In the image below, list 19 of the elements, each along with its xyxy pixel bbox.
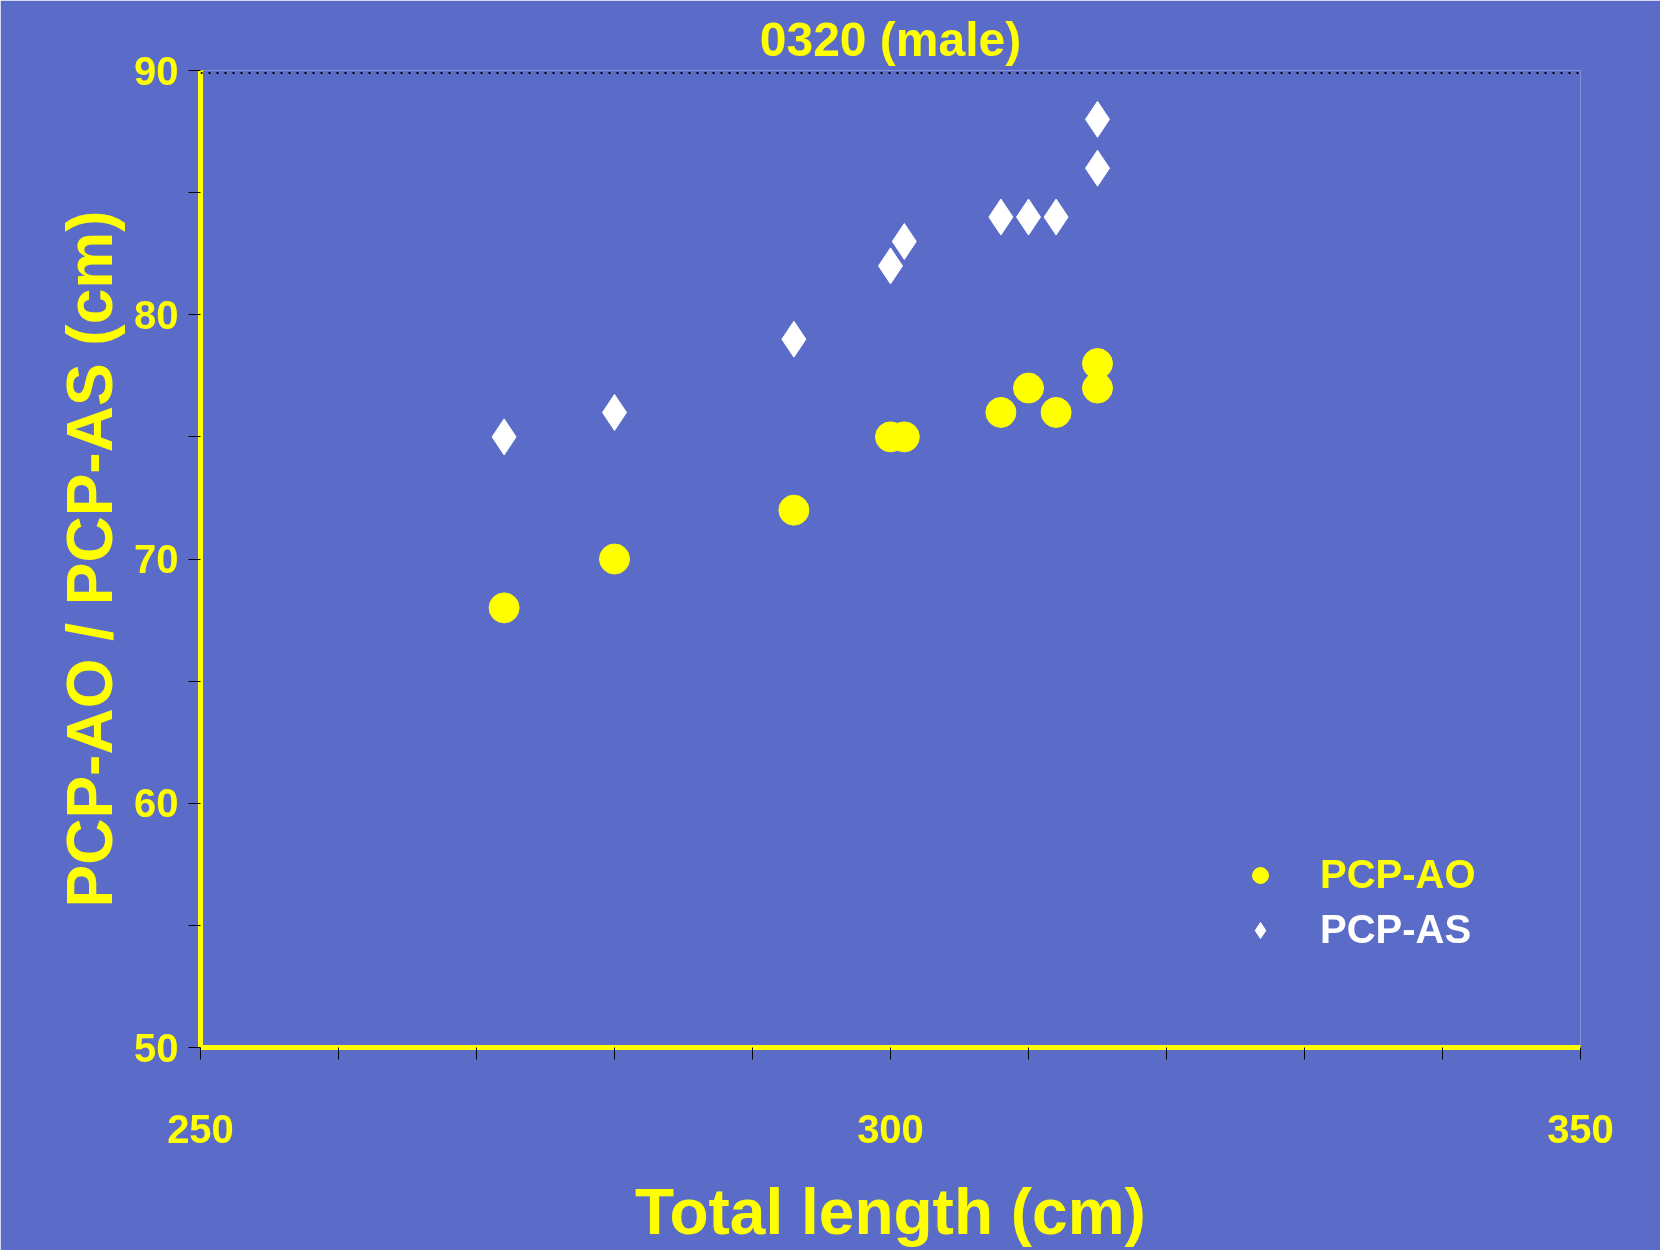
chart-title: 0320 (male)	[759, 12, 1022, 66]
x-axis-title: Total length (cm)	[635, 1175, 1146, 1248]
point	[985, 396, 1017, 428]
legend-label: PCP-AO	[1320, 852, 1476, 897]
y-tick-label: 90	[134, 48, 179, 93]
point	[1040, 396, 1072, 428]
point	[599, 543, 630, 575]
legend-label: PCP-AS	[1320, 907, 1472, 952]
x-tick-label: 300	[857, 1106, 924, 1151]
y-tick-label: 60	[134, 781, 179, 826]
x-tick-label: 250	[167, 1106, 234, 1151]
point	[1013, 372, 1044, 404]
x-tick-label: 350	[1547, 1106, 1614, 1151]
y-tick-label: 80	[134, 292, 179, 337]
point	[488, 592, 520, 624]
y-tick-label: 70	[134, 537, 179, 581]
y-axis-title: PCP-AO / PCP-AS (cm)	[54, 210, 127, 908]
y-tick-label: 50	[134, 1025, 179, 1070]
point	[778, 494, 810, 526]
